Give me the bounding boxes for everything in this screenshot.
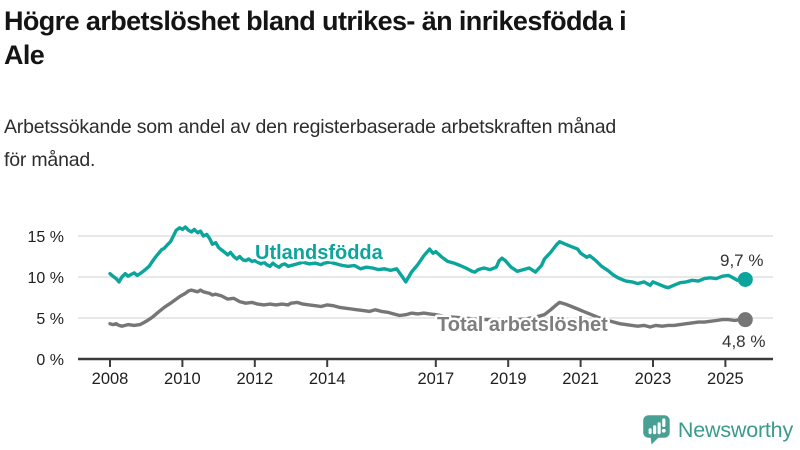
x-tick-label: 2017	[417, 370, 454, 388]
x-tick-label: 2019	[490, 370, 527, 388]
x-tick-label: 2021	[562, 370, 599, 388]
y-tick-label: 0 %	[36, 352, 64, 369]
page-title: Högre arbetslöshet bland utrikes- än inr…	[4, 4, 627, 72]
page-subtitle-line-2: för månad.	[4, 149, 96, 171]
page-subtitle: Arbetssökande som andel av den registerb…	[4, 111, 616, 177]
end-value-label-utlandsfodda: 9,7 %	[720, 251, 763, 270]
end-value-label-total: 4,8 %	[722, 332, 765, 351]
series-line-0	[108, 225, 747, 290]
page-title-line-1: Högre arbetslöshet bland utrikes- än inr…	[4, 6, 627, 36]
series-end-dot-1	[737, 312, 753, 328]
brand-name: Newsworthy	[677, 417, 793, 442]
x-tick-label: 2012	[236, 370, 273, 388]
series-end-dot-0	[737, 271, 753, 287]
y-tick-label: 10 %	[28, 270, 64, 287]
y-tick-label: 5 %	[36, 311, 64, 328]
x-tick-label: 2008	[92, 370, 129, 388]
newsworthy-logo: Newsworthy	[642, 414, 793, 446]
series-line-1	[108, 288, 747, 329]
page-title-line-2: Ale	[4, 40, 45, 70]
x-tick-label: 2025	[707, 370, 744, 388]
series-label-utlandsfodda: Utlandsfödda	[255, 242, 384, 264]
page-subtitle-line-1: Arbetssökande som andel av den registerb…	[4, 116, 617, 138]
unemployment-line-chart: 0 % 5 % 10 % 15 % 2008 2010 2012 2014 2017 2019 20…	[28, 225, 773, 388]
y-tick-label: 15 %	[28, 229, 64, 246]
series-label-total: Total arbetslöshet	[437, 314, 608, 336]
newsworthy-speech-bubble-chart-icon	[643, 415, 670, 445]
x-tick-label: 2014	[309, 370, 346, 388]
x-tick-label: 2023	[635, 370, 672, 388]
x-tick-label: 2010	[164, 370, 201, 388]
